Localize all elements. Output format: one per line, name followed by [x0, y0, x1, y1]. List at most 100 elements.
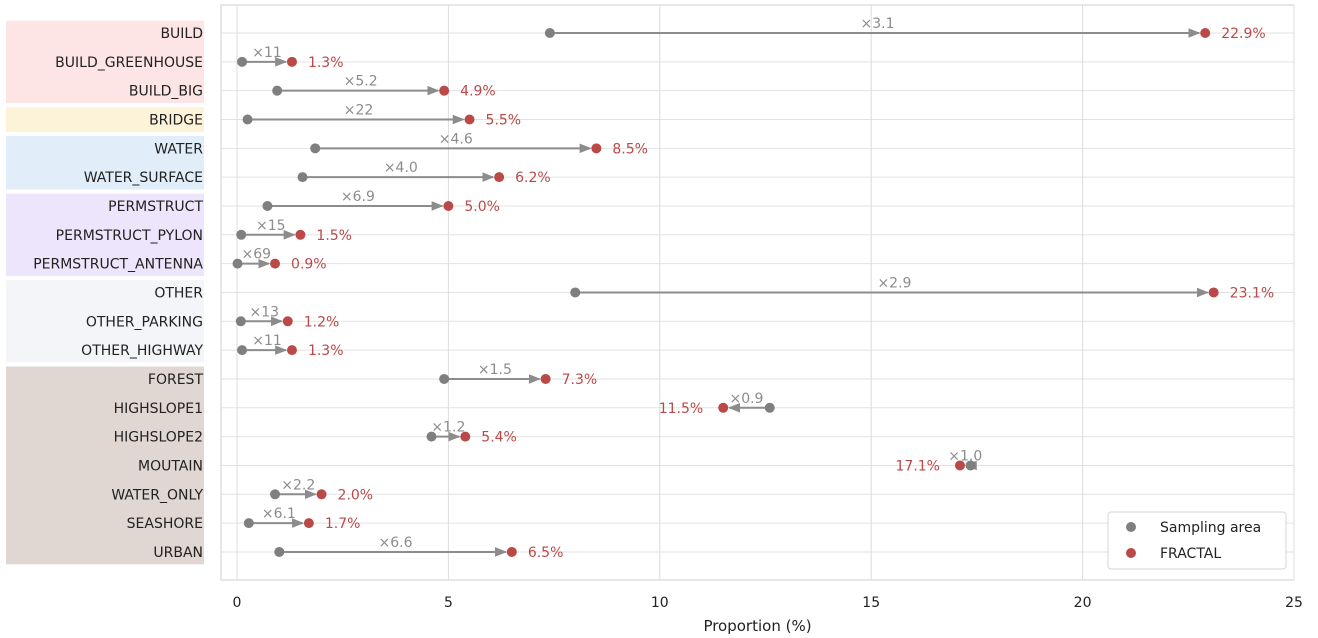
- x-tick-label: 0: [233, 595, 242, 611]
- value-label-build: 22.9%: [1221, 26, 1265, 42]
- legend-box: [1107, 511, 1287, 570]
- group-band-3: [6, 193, 204, 277]
- fractal-point-permstruct-pylon: [295, 229, 306, 240]
- sampling-point-other-parking: [235, 316, 246, 327]
- value-label-highslope2: 5.4%: [481, 430, 517, 446]
- ratio-label-water: ×4.6: [439, 131, 473, 147]
- fractal-point-water: [591, 143, 602, 154]
- category-label-water: WATER: [154, 141, 203, 157]
- category-label-permstruct-pylon: PERMSTRUCT_PYLON: [56, 228, 203, 244]
- fractal-point-other-parking: [282, 316, 293, 327]
- fractal-point-permstruct-antenna: [270, 258, 281, 269]
- value-label-other-highway: 1.3%: [308, 343, 344, 359]
- sampling-point-bridge: [242, 114, 253, 125]
- fractal-point-moutain: [954, 460, 965, 471]
- category-label-bridge: BRIDGE: [149, 112, 203, 128]
- ratio-label-build: ×3.1: [861, 16, 895, 32]
- sampling-point-build-big: [272, 85, 283, 96]
- x-tick-label: 25: [1285, 595, 1303, 611]
- sampling-point-highslope2: [426, 431, 437, 442]
- legend: Sampling area FRACTAL: [1107, 511, 1287, 570]
- fractal-point-urban: [506, 546, 517, 557]
- legend-marker-fractal: [1126, 548, 1136, 558]
- sampling-point-build-greenhouse: [237, 56, 248, 67]
- fractal-point-water-only: [316, 489, 327, 500]
- sampling-point-seashore: [243, 518, 254, 529]
- ratio-label-forest: ×1.5: [478, 362, 512, 378]
- ratio-label-urban: ×6.6: [379, 535, 413, 551]
- value-label-moutain: 17.1%: [896, 458, 940, 474]
- category-label-other: OTHER: [154, 285, 203, 301]
- value-label-build-big: 4.9%: [460, 84, 496, 100]
- category-label-highslope2: HIGHSLOPE2: [114, 430, 203, 446]
- sampling-point-water: [310, 143, 321, 154]
- x-axis-label: Proportion (%): [703, 617, 811, 635]
- value-label-seashore: 1.7%: [325, 516, 361, 532]
- fractal-point-build: [1200, 28, 1211, 38]
- value-label-urban: 6.5%: [528, 545, 564, 561]
- category-label-other-parking: OTHER_PARKING: [86, 314, 203, 330]
- category-label-water-surface: WATER_SURFACE: [84, 170, 203, 186]
- ratio-label-other-highway: ×11: [252, 333, 282, 349]
- group-band-5: [6, 366, 204, 565]
- ratio-label-build-greenhouse: ×11: [252, 45, 282, 61]
- x-axis-ticks: 0 5 10 15 20 25: [233, 595, 1303, 611]
- category-label-forest: FOREST: [148, 372, 204, 388]
- group-band-2: [6, 135, 204, 190]
- value-label-water-only: 2.0%: [338, 487, 374, 503]
- category-label-urban: URBAN: [153, 545, 203, 561]
- sampling-point-other-highway: [237, 345, 248, 356]
- fractal-point-permstruct: [443, 200, 454, 211]
- category-label-permstruct: PERMSTRUCT: [108, 199, 203, 215]
- value-label-water-surface: 6.2%: [515, 170, 551, 186]
- x-tick-label: 20: [1074, 595, 1092, 611]
- group-band-0: [6, 20, 204, 104]
- ratio-label-highslope2: ×1.2: [431, 420, 465, 436]
- group-band-1: [6, 107, 204, 132]
- ratio-label-water-surface: ×4.0: [384, 160, 418, 176]
- sampling-point-moutain: [965, 460, 976, 471]
- category-label-build-big: BUILD_BIG: [129, 84, 203, 100]
- value-label-highslope1: 11.5%: [659, 401, 703, 417]
- value-label-other-parking: 1.2%: [304, 314, 340, 330]
- category-label-water-only: WATER_ONLY: [111, 487, 203, 503]
- category-labels: BUILD BUILD_GREENHOUSE BUILD_BIG BRIDGE WATE…: [33, 26, 203, 561]
- legend-marker-sampling-area: [1126, 522, 1136, 532]
- fractal-point-highslope2: [460, 431, 471, 442]
- ratio-label-water-only: ×2.2: [281, 477, 315, 493]
- value-label-permstruct-pylon: 1.5%: [316, 228, 352, 244]
- sampling-point-permstruct: [262, 200, 273, 211]
- category-label-seashore: SEASHORE: [127, 516, 203, 532]
- sampling-point-urban: [274, 546, 285, 557]
- sampling-point-other: [570, 287, 581, 298]
- category-label-moutain: MOUTAIN: [138, 458, 203, 474]
- fractal-point-seashore: [303, 518, 314, 529]
- x-tick-label: 10: [651, 595, 669, 611]
- value-label-build-greenhouse: 1.3%: [308, 55, 344, 71]
- sampling-point-forest: [439, 373, 450, 384]
- fractal-point-highslope1: [718, 402, 729, 413]
- sampling-point-water-surface: [297, 172, 308, 183]
- category-label-other-highway: OTHER_HIGHWAY: [81, 343, 203, 359]
- sampling-point-build: [544, 28, 555, 38]
- fractal-point-bridge: [464, 114, 475, 125]
- group-band-4: [6, 280, 204, 363]
- value-label-water: 8.5%: [612, 141, 648, 157]
- category-label-build: BUILD: [160, 26, 203, 42]
- value-label-other: 23.1%: [1230, 285, 1274, 301]
- ratio-label-permstruct-antenna: ×69: [242, 247, 272, 263]
- x-tick-label: 5: [444, 595, 453, 611]
- ratio-label-other-parking: ×13: [249, 304, 279, 320]
- ratio-label-bridge: ×22: [344, 102, 374, 118]
- category-group-bands: [6, 20, 204, 565]
- fractal-point-other-highway: [286, 345, 297, 356]
- ratio-label-seashore: ×6.1: [262, 506, 296, 522]
- sampling-point-water-only: [270, 489, 281, 500]
- value-label-forest: 7.3%: [562, 372, 598, 388]
- ratio-label-build-big: ×5.2: [344, 74, 378, 90]
- category-label-permstruct-antenna: PERMSTRUCT_ANTENNA: [33, 257, 203, 273]
- value-label-permstruct-antenna: 0.9%: [291, 257, 327, 273]
- ratio-label-highslope1: ×0.9: [729, 391, 763, 407]
- ratio-label-permstruct-pylon: ×15: [256, 218, 286, 234]
